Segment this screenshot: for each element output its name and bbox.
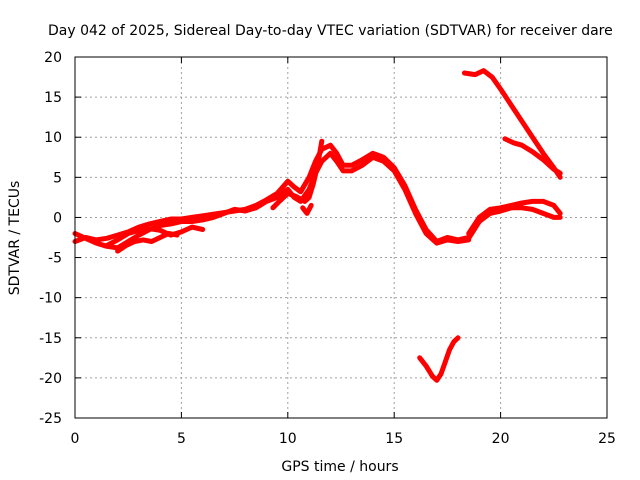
data-series — [72, 68, 563, 383]
series-track-11 — [417, 335, 461, 383]
y-tick-label: -20 — [39, 371, 62, 387]
x-tick-labels: 0 5 10 15 20 25 — [71, 431, 616, 447]
grid-lines — [75, 57, 607, 418]
series-track-5 — [270, 138, 325, 211]
y-tick-labels: 20 15 10 5 0 -5 -10 -15 -20 -25 — [39, 50, 62, 427]
y-tick-label: 5 — [53, 170, 62, 186]
y-tick-label: -5 — [48, 251, 62, 267]
series-track-6 — [300, 202, 314, 216]
x-tick-label: 25 — [598, 431, 616, 447]
y-tick-label: -25 — [39, 411, 62, 427]
x-tick-label: 15 — [385, 431, 403, 447]
series-track-3 — [104, 224, 206, 248]
series-track-9 — [461, 68, 563, 180]
y-tick-label: 10 — [44, 130, 62, 146]
y-axis-label: SDTVAR / TECUs — [7, 181, 23, 296]
series-track-8 — [466, 205, 563, 241]
plot-frame — [74, 56, 608, 419]
x-tick-label: 20 — [492, 431, 510, 447]
x-tick-label: 10 — [279, 431, 297, 447]
y-tick-label: -15 — [39, 331, 62, 347]
x-tick-label: 0 — [71, 431, 80, 447]
x-tick-label: 5 — [177, 431, 186, 447]
chart-title: Day 042 of 2025, Sidereal Day-to-day VTE… — [48, 23, 613, 39]
y-tick-label: -10 — [39, 291, 62, 307]
y-tick-label: 15 — [44, 90, 62, 106]
x-axis-label: GPS time / hours — [281, 459, 398, 475]
series-track-4 — [115, 231, 180, 254]
y-tick-label: 0 — [53, 210, 62, 226]
series-track-10 — [502, 136, 563, 176]
series-track-7 — [466, 198, 563, 236]
y-tick-label: 20 — [44, 50, 62, 66]
